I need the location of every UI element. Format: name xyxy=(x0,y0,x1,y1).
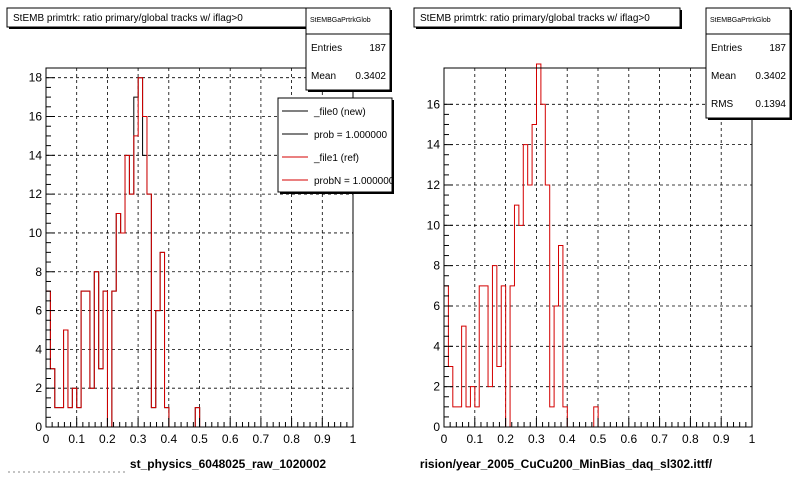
y-tick-label: 18 xyxy=(29,71,43,85)
x-tick-label: 0.6 xyxy=(222,432,239,446)
legend: _file0 (new) prob = 1.000000 _file1 (ref) p… xyxy=(277,97,395,194)
y-tick-label: 0 xyxy=(35,420,42,434)
x-tick-label: 0 xyxy=(43,432,50,446)
stats-name: StEMBGaPrtrkGlob xyxy=(710,17,771,24)
x-tick-label: 0.7 xyxy=(253,432,270,446)
stats-value: 0.1394 xyxy=(755,99,786,110)
title-box: StEMB primtrk: ratio primary/global trac… xyxy=(413,7,682,29)
chart-1: 0 0.1 0.2 0.3 0.4 0.5 0.6 0.7 0.8 0.9 102468101214… xyxy=(6,7,395,471)
legend-label: prob = 1.000000 xyxy=(314,130,388,141)
chart-title: StEMB primtrk: ratio primary/global trac… xyxy=(13,13,243,24)
y-tick-label: 6 xyxy=(433,299,440,313)
y-tick-label: 4 xyxy=(433,339,440,353)
y-tick-label: 16 xyxy=(29,110,43,124)
stats-label: RMS xyxy=(711,99,734,110)
stats-box: StEMBGaPrtrkGlob Entries 187 Mean 0.3402 RMS 0… xyxy=(705,7,792,120)
y-tick-label: 8 xyxy=(35,265,42,279)
x-tick-label: 0.3 xyxy=(528,432,545,446)
y-tick-label: 8 xyxy=(433,259,440,273)
x-tick-label: 0.9 xyxy=(713,432,730,446)
y-tick-label: 10 xyxy=(427,218,441,232)
y-tick-label: 12 xyxy=(29,187,43,201)
x-tick-label: 0.6 xyxy=(620,432,637,446)
x-tick-label: 0.7 xyxy=(651,432,668,446)
stats-label: Entries xyxy=(311,43,342,54)
stats-box: StEMBGaPrtrkGlob Entries 187 Mean 0.3402 xyxy=(305,7,392,92)
y-tick-label: 2 xyxy=(35,381,42,395)
chart-2: 0 0.1 0.2 0.3 0.4 0.5 0.6 0.7 0.8 0.9 102468101214… xyxy=(413,7,792,471)
legend-frame xyxy=(277,97,393,193)
x-tick-label: 1 xyxy=(350,432,357,446)
x-axis-label: st_physics_6048025_raw_1020002 xyxy=(130,457,326,471)
y-tick-label: 2 xyxy=(433,380,440,394)
x-tick-label: 0.4 xyxy=(160,432,177,446)
axes: 0 0.1 0.2 0.3 0.4 0.5 0.6 0.7 0.8 0.9 102468101214… xyxy=(427,97,756,446)
y-tick-label: 10 xyxy=(29,226,43,240)
x-tick-label: 0.5 xyxy=(191,432,208,446)
x-axis-label: rision/year_2005_CuCu200_MinBias_daq_sl3… xyxy=(420,457,713,471)
y-tick-label: 16 xyxy=(427,97,441,111)
legend-label: _file1 (ref) xyxy=(313,153,359,164)
stats-value: 0.3402 xyxy=(355,71,386,82)
x-tick-label: 0.9 xyxy=(314,432,331,446)
x-tick-label: 1 xyxy=(749,432,756,446)
legend-label: probN = 1.000000 xyxy=(314,176,395,187)
stats-box-frame xyxy=(705,7,791,119)
stats-value: 187 xyxy=(369,43,386,54)
title-box-frame xyxy=(413,7,681,28)
stats-label: Mean xyxy=(311,71,336,82)
legend-entries: _file0 (new) prob = 1.000000 _file1 (ref) p… xyxy=(282,107,395,187)
y-tick-label: 12 xyxy=(427,178,441,192)
x-tick-label: 0.2 xyxy=(99,432,116,446)
x-tick-label: 0.8 xyxy=(283,432,300,446)
stats-value: 0.3402 xyxy=(755,71,786,82)
y-tick-label: 0 xyxy=(433,420,440,434)
stats-label: Entries xyxy=(711,43,742,54)
y-tick-label: 14 xyxy=(427,138,441,152)
y-tick-label: 14 xyxy=(29,148,43,162)
x-tick-label: 0.1 xyxy=(466,432,483,446)
x-tick-label: 0.8 xyxy=(682,432,699,446)
legend-label: _file0 (new) xyxy=(313,107,366,118)
y-tick-label: 4 xyxy=(35,342,42,356)
plot-frame xyxy=(443,67,753,428)
title-box: StEMB primtrk: ratio primary/global trac… xyxy=(6,7,308,29)
x-tick-label: 0.3 xyxy=(130,432,147,446)
y-tick-label: 6 xyxy=(35,304,42,318)
x-tick-label: 0.4 xyxy=(559,432,576,446)
stats-name: StEMBGaPrtrkGlob xyxy=(310,17,371,24)
axes: 0 0.1 0.2 0.3 0.4 0.5 0.6 0.7 0.8 0.9 102468101214… xyxy=(29,71,357,446)
x-tick-label: 0.1 xyxy=(68,432,85,446)
stats-label: Mean xyxy=(711,71,736,82)
stats-box-frame xyxy=(305,7,391,91)
chart-title: StEMB primtrk: ratio primary/global trac… xyxy=(420,13,650,24)
x-tick-label: 0 xyxy=(441,432,448,446)
stats-value: 187 xyxy=(769,43,786,54)
grid xyxy=(444,68,752,427)
x-tick-label: 0.5 xyxy=(590,432,607,446)
x-tick-label: 0.2 xyxy=(497,432,514,446)
